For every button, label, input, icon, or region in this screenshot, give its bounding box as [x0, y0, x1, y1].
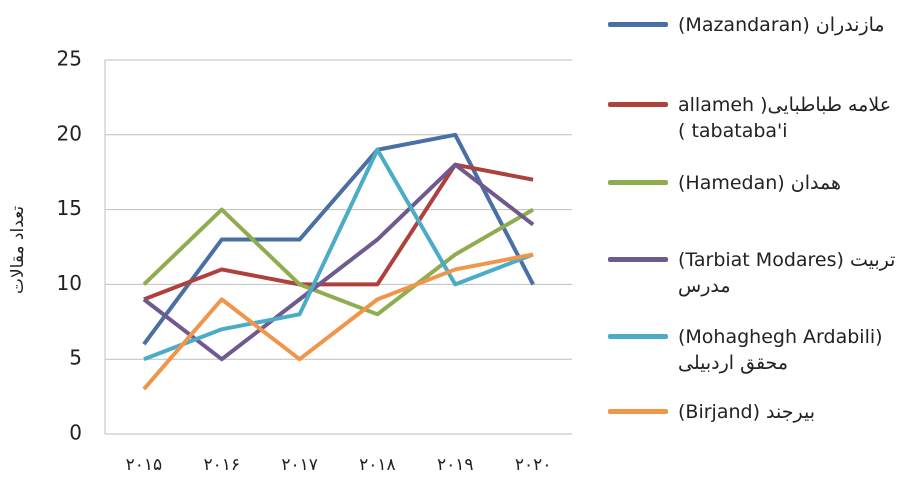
legend-item: همدان (Hamedan) [608, 170, 913, 196]
legend-item: علامه طباطبایی( allameh tabataba'i ) [608, 92, 913, 144]
x-tick-label: ۲۰۱۹ [437, 455, 474, 475]
series-line [142, 132, 535, 346]
legend-label: (Mohaghegh Ardabili) محقق اردبیلی [678, 326, 883, 374]
y-tick-label: 0 [69, 421, 82, 445]
legend-swatch [608, 22, 668, 27]
x-tick-label: ۲۰۲۰ [515, 455, 552, 475]
y-tick-label: 5 [69, 346, 82, 370]
legend-item: مازندران (Mazandaran) [608, 12, 913, 38]
legend-label: (Tarbiat Modares) تربیت مدرس [678, 249, 896, 297]
legend-item: (Mohaghegh Ardabili) محقق اردبیلی [608, 324, 913, 376]
legend-swatch [608, 180, 668, 185]
x-tick-label: ۲۰۱۵ [126, 455, 163, 475]
series-line [142, 252, 534, 391]
legend-swatch [608, 334, 668, 339]
series-line [143, 162, 534, 302]
legend-label: علامه طباطبایی( allameh tabataba'i ) [678, 94, 892, 142]
y-axis-label: تعداد مقالات [8, 206, 28, 294]
legend-item: (Tarbiat Modares) تربیت مدرس [608, 247, 913, 299]
series-line [143, 147, 534, 362]
legend-swatch [608, 257, 668, 262]
legend-swatch [608, 102, 668, 107]
legend-label: همدان (Hamedan) [678, 172, 841, 194]
x-tick-label: ۲۰۱۷ [281, 455, 318, 475]
x-tick-label: ۲۰۱۸ [359, 455, 396, 475]
legend-label: مازندران (Mazandaran) [678, 14, 885, 36]
legend-item: بیرجند (Birjand) [608, 399, 913, 425]
y-tick-label: 20 [57, 121, 82, 145]
y-tick-label: 10 [57, 271, 82, 295]
legend-swatch [608, 409, 668, 414]
x-tick-label: ۲۰۱۶ [203, 455, 240, 475]
y-tick-label: 25 [57, 47, 82, 71]
legend-label: بیرجند (Birjand) [678, 401, 815, 423]
y-tick-label: 15 [57, 196, 82, 220]
series-line [142, 207, 535, 317]
series-line [142, 162, 535, 362]
